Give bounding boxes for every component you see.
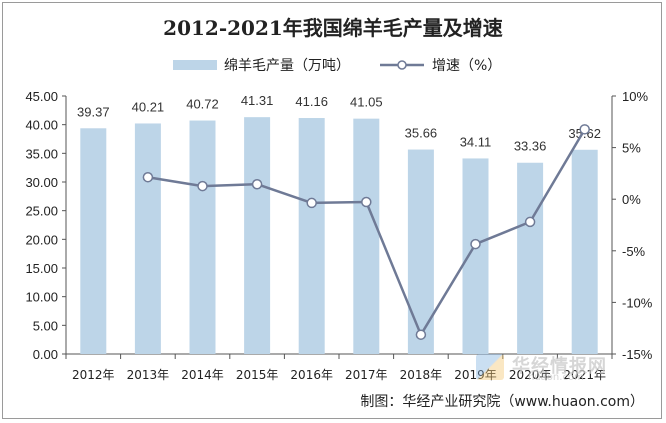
chart-title: 2012-2021年我国绵羊毛产量及增速 bbox=[163, 16, 503, 40]
watermark: 华经情报网 huaon.com bbox=[472, 352, 642, 384]
bar bbox=[571, 149, 598, 354]
legend-line-label: 增速（%） bbox=[432, 58, 501, 74]
chart-frame bbox=[2, 2, 662, 419]
bar-series bbox=[80, 117, 598, 355]
y-left-tick-label: 40.00 bbox=[25, 118, 58, 133]
bar-data-label: 40.72 bbox=[186, 97, 219, 112]
y-left-tick-label: 25.00 bbox=[25, 204, 58, 219]
x-tick-label: 2014年 bbox=[181, 368, 224, 382]
legend: 绵羊毛产量（万吨） 增速（%） bbox=[173, 57, 501, 74]
bar-data-label: 33.36 bbox=[514, 139, 547, 154]
growth-point bbox=[197, 180, 208, 192]
bar bbox=[298, 118, 325, 355]
growth-point bbox=[524, 216, 536, 228]
x-tick-label: 2012年 bbox=[72, 368, 115, 382]
bar bbox=[189, 120, 216, 354]
x-tick-label: 2020年 bbox=[509, 368, 552, 382]
x-tick-label: 2017年 bbox=[345, 368, 388, 382]
y-left-tick-label: 20.00 bbox=[25, 232, 58, 247]
y-left-tick-label: 45.00 bbox=[25, 89, 58, 104]
growth-point bbox=[579, 124, 590, 135]
legend-bar-swatch bbox=[173, 60, 217, 70]
growth-point bbox=[361, 196, 372, 208]
legend-bar-label: 绵羊毛产量（万吨） bbox=[224, 57, 350, 74]
growth-point bbox=[251, 178, 263, 190]
bar bbox=[517, 162, 544, 354]
y-left-tick-label: 10.00 bbox=[25, 290, 58, 305]
axes: 0.00 5.00 10.00 15.00 20.00 25.00 30.00 35.00 40… bbox=[25, 89, 652, 362]
bar bbox=[80, 128, 107, 354]
x-tick-label: 2021年 bbox=[563, 368, 606, 382]
y-right-tick-label: 10% bbox=[622, 89, 648, 104]
bar-data-label: 39.37 bbox=[77, 104, 110, 119]
bar-data-label: 35.66 bbox=[405, 126, 438, 141]
watermark-main: 华经情报网 bbox=[512, 356, 607, 377]
y-right-tick-label: 0% bbox=[622, 192, 641, 207]
watermark-sub: huaon.com bbox=[528, 372, 584, 383]
bar-data-label: 41.31 bbox=[241, 93, 274, 108]
y-left-tick-label: 0.00 bbox=[33, 347, 58, 362]
watermark-logo bbox=[476, 354, 504, 380]
x-tick-label: 2019年 bbox=[454, 368, 497, 382]
y-left-tick-label: 5.00 bbox=[33, 318, 58, 333]
y-left-tick-label: 30.00 bbox=[25, 175, 58, 190]
y-right-tick-label: -10% bbox=[622, 295, 653, 310]
x-tick-label: 2015年 bbox=[236, 368, 279, 382]
y-right-tick-label: 5% bbox=[622, 141, 641, 156]
y-left-tick-label: 15.00 bbox=[25, 261, 58, 276]
x-tick-labels: 2012年 2013年 2014年 2015年 2016年 2017年 2018年 2019年… bbox=[72, 368, 606, 382]
growth-point bbox=[142, 171, 154, 183]
bar bbox=[353, 118, 380, 354]
bar-data-labels: 39.37 40.21 40.72 41.31 41.16 41.05 35.66 34.11… bbox=[77, 93, 601, 154]
x-tick-label: 2016年 bbox=[290, 368, 333, 382]
x-tick-label: 2018年 bbox=[400, 368, 443, 382]
growth-point bbox=[470, 238, 481, 250]
bar-data-label: 34.11 bbox=[460, 134, 492, 149]
bar bbox=[244, 117, 271, 354]
y-left-tick-label: 35.00 bbox=[25, 146, 58, 161]
bar bbox=[462, 158, 489, 354]
y-right-tick-label: -5% bbox=[622, 244, 646, 259]
growth-point bbox=[306, 197, 317, 209]
bar-data-label: 41.16 bbox=[295, 94, 328, 109]
bar bbox=[134, 123, 161, 354]
y-right-tick-label: -15% bbox=[622, 347, 653, 362]
bar-data-label: 40.21 bbox=[132, 99, 165, 114]
line-series bbox=[142, 124, 590, 340]
x-tick-label: 2013年 bbox=[127, 368, 170, 382]
growth-point bbox=[415, 329, 427, 340]
source-note: 制图：华经产业研究院（www.huaon.com） bbox=[360, 394, 644, 410]
bar-data-label: 41.05 bbox=[350, 95, 383, 110]
bar bbox=[407, 149, 434, 354]
legend-line-marker bbox=[397, 60, 407, 70]
